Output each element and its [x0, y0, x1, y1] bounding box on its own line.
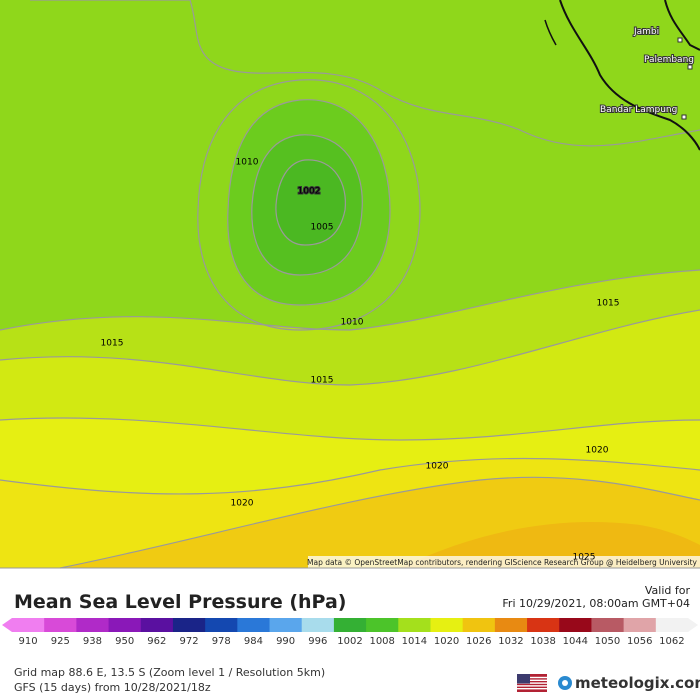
map: Map data © OpenStreetMap contributors, r…	[0, 0, 700, 569]
attribution-bg	[308, 556, 700, 568]
legend-tick: 1020	[434, 636, 459, 647]
legend-tick: 1014	[402, 636, 427, 647]
low-area	[275, 159, 346, 245]
contour-line	[0, 269, 700, 331]
legend: 910 925 938 950 962 972 978 984 990 996 1002 1008 10…	[2, 618, 698, 647]
legend-swatch	[494, 618, 528, 632]
contour-line	[0, 457, 700, 495]
legend-swatch	[301, 618, 335, 632]
flag	[517, 674, 547, 692]
city-label: Jambi	[633, 27, 659, 37]
title: Mean Sea Level Pressure (hPa)	[14, 591, 346, 613]
legend-tick: 1002	[337, 636, 362, 647]
legend-swatch	[655, 618, 689, 632]
brand[interactable]: meteologix.com	[575, 674, 700, 692]
legend-tick: 996	[308, 636, 327, 647]
logo	[562, 680, 568, 686]
legend-tick: 962	[147, 636, 166, 647]
contour-label: 1002	[298, 187, 321, 197]
contour-line	[227, 99, 391, 306]
contour-label: 1010	[341, 318, 364, 328]
legend-tick: 1050	[595, 636, 620, 647]
legend-tick: 1008	[369, 636, 394, 647]
contour-label: 1005	[311, 223, 334, 233]
attribution: Map data © OpenStreetMap contributors, r…	[307, 558, 698, 567]
coastline	[559, 0, 700, 151]
legend-tick: 950	[115, 636, 134, 647]
legend-swatch	[269, 618, 303, 632]
contour-line	[59, 476, 700, 569]
legend-swatch	[76, 618, 110, 632]
legend-swatch	[12, 618, 45, 632]
city-marker	[687, 64, 693, 70]
contour-label: 1020	[231, 499, 254, 509]
legend-tick: 1056	[627, 636, 652, 647]
legend-swatch	[623, 618, 657, 632]
coastline	[664, 0, 700, 51]
legend-swatch	[237, 618, 271, 632]
contour-line	[30, 0, 700, 147]
legend-arrow	[2, 618, 12, 632]
legend-tick: 978	[212, 636, 231, 647]
legend-tick: 984	[244, 636, 263, 647]
legend-swatch	[430, 618, 464, 632]
contour-label: 1015	[311, 376, 334, 386]
legend-tick: 1038	[530, 636, 555, 647]
grid-info: Grid map 88.6 E, 13.5 S (Zoom level 1 / …	[14, 666, 325, 679]
legend-tick: 1026	[466, 636, 491, 647]
contour-line	[197, 79, 421, 331]
city-label: Bandar Lampung	[600, 105, 677, 115]
contour-label: 1025	[573, 553, 596, 563]
legend-swatch	[366, 618, 399, 632]
city-marker	[681, 114, 687, 120]
legend-swatch	[108, 618, 142, 632]
legend-swatch	[591, 618, 625, 632]
valid-time: Fri 10/29/2021, 08:00am GMT+04	[502, 597, 690, 610]
legend-swatch	[462, 618, 496, 632]
valid-label: Valid for	[645, 584, 691, 597]
legend-swatch	[140, 618, 174, 632]
contour-line	[0, 309, 700, 386]
legend-swatch	[398, 618, 431, 632]
legend-arrow	[688, 618, 698, 632]
contour-label: 1015	[101, 339, 124, 349]
legend-swatch	[333, 618, 367, 632]
contour-label: 1020	[586, 446, 609, 456]
legend-tick: 1062	[659, 636, 684, 647]
contour-label: 1015	[597, 299, 620, 309]
map-labels: 1010 1002 1005 1010 1015 1015 1015 1020 1020 1020…	[101, 26, 695, 563]
contour-label: 1010	[236, 158, 259, 168]
legend-tick: 990	[276, 636, 295, 647]
legend-swatch	[527, 618, 560, 632]
legend-swatch	[44, 618, 77, 632]
city-marker	[677, 37, 683, 43]
legend-tick: 938	[83, 636, 102, 647]
legend-swatch	[172, 618, 206, 632]
legend-tick: 910	[19, 636, 38, 647]
city-label: Palembang	[644, 55, 694, 65]
contour-label: 1020	[426, 462, 449, 472]
legend-swatch	[205, 618, 238, 632]
coastline	[544, 19, 557, 46]
contour-line	[0, 417, 700, 441]
legend-tick: 972	[180, 636, 199, 647]
contour-line	[251, 134, 363, 276]
model-info: GFS (15 days) from 10/28/2021/18z	[14, 681, 211, 694]
legend-swatch	[559, 618, 592, 632]
contour-line	[275, 159, 347, 246]
legend-tick: 1044	[563, 636, 588, 647]
legend-tick: 1032	[498, 636, 523, 647]
legend-tick: 925	[51, 636, 70, 647]
